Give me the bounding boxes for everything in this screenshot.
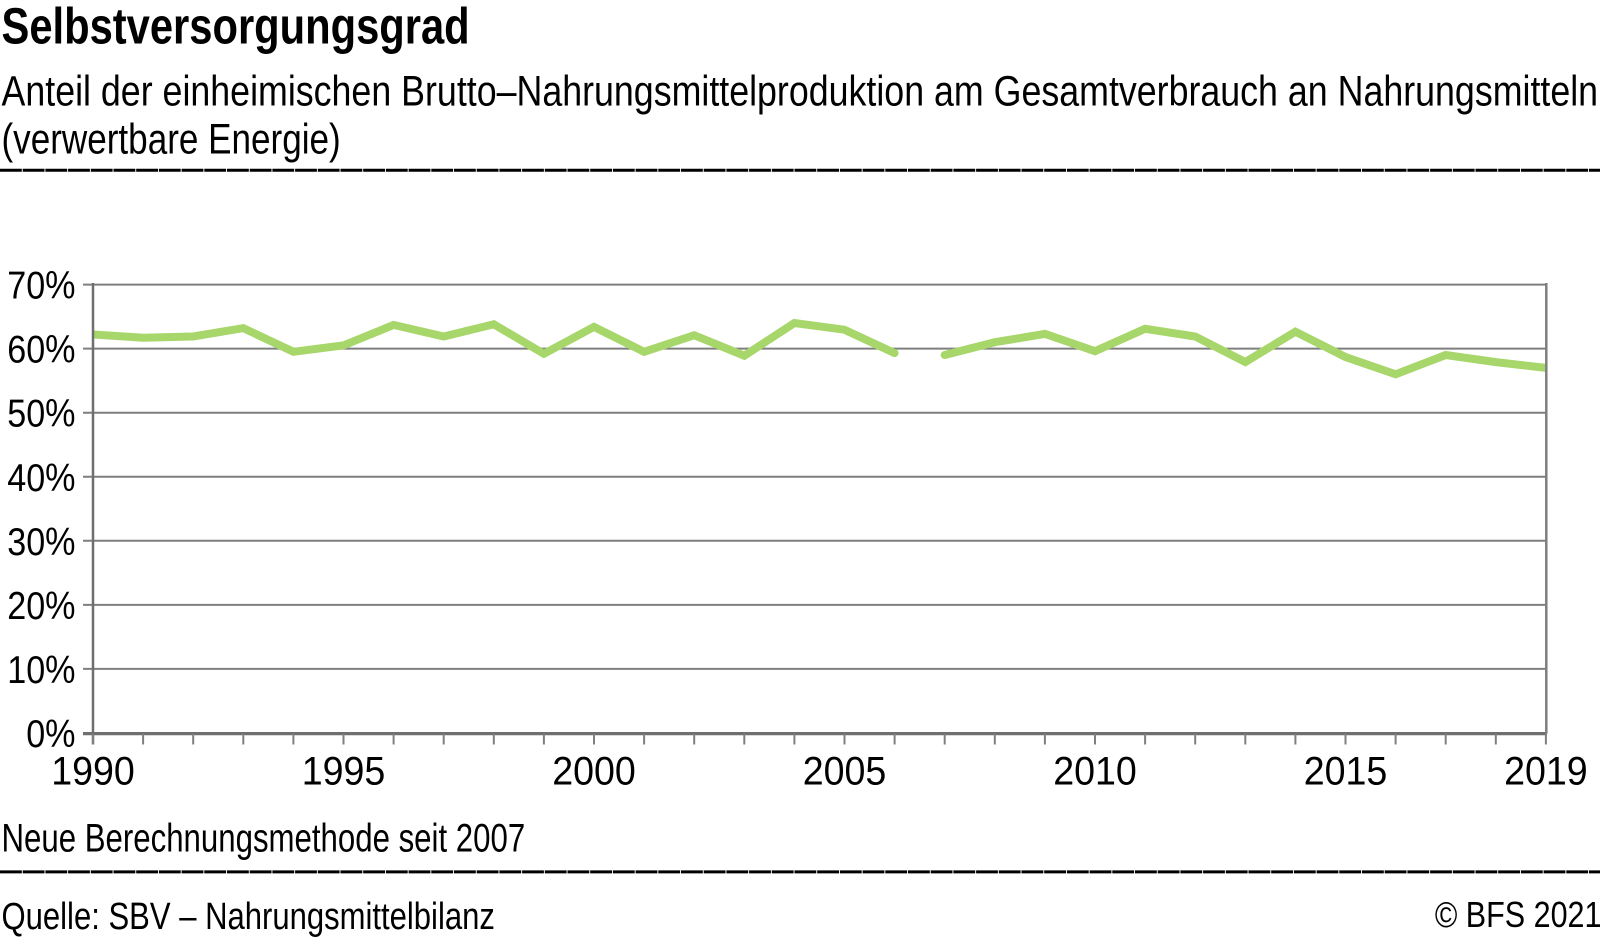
svg-text:40%: 40% [7,456,75,500]
svg-text:2015: 2015 [1304,749,1388,793]
svg-text:© BFS 2021: © BFS 2021 [1435,896,1600,936]
svg-text:(verwertbare Energie): (verwertbare Energie) [2,115,341,163]
svg-text:20%: 20% [7,584,75,628]
svg-text:50%: 50% [7,392,75,436]
svg-text:70%: 70% [7,263,75,307]
svg-text:2005: 2005 [803,749,887,793]
svg-text:Quelle: SBV – Nahrungsmittelbi: Quelle: SBV – Nahrungsmittelbilanz [2,896,495,937]
svg-text:2019: 2019 [1504,749,1588,793]
svg-text:2000: 2000 [552,749,636,793]
svg-text:1990: 1990 [51,749,135,793]
svg-text:0%: 0% [26,712,75,756]
svg-text:30%: 30% [7,520,75,564]
svg-text:Anteil der einheimischen Brutt: Anteil der einheimischen Brutto–Nahrungs… [2,67,1599,115]
svg-text:Neue Berechnungsmethode seit 2: Neue Berechnungsmethode seit 2007 [2,816,526,861]
svg-text:Selbstversorgungsgrad: Selbstversorgungsgrad [2,0,470,54]
svg-text:1995: 1995 [302,749,386,793]
svg-text:2010: 2010 [1053,749,1137,793]
svg-text:10%: 10% [7,648,75,692]
svg-text:60%: 60% [7,327,75,371]
